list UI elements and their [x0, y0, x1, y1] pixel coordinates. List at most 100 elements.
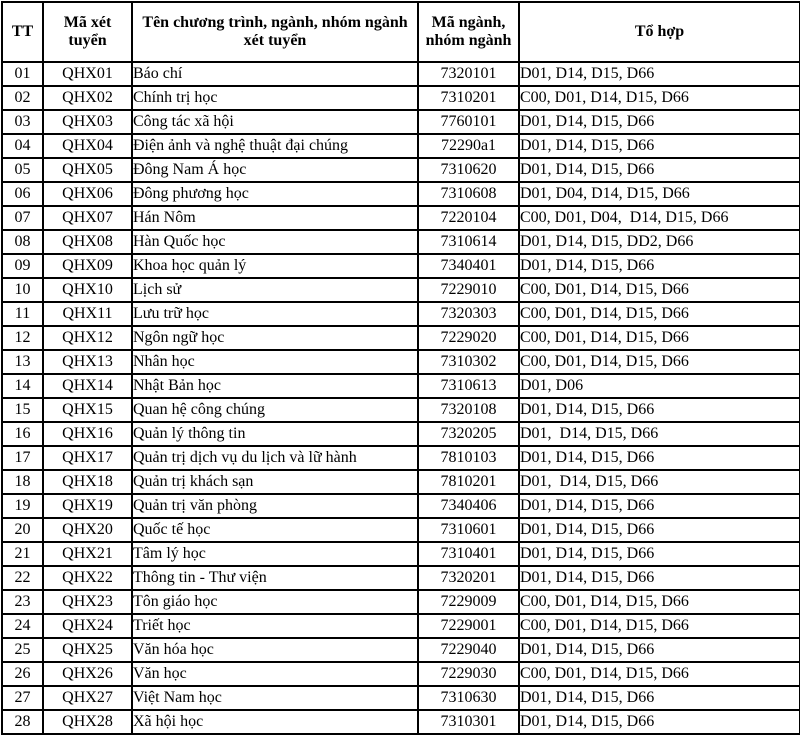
cell-ma-xet-tuyen: QHX07 — [42, 205, 133, 231]
table-row: 20 QHX20 Quốc tế học 7310601 D01, D14, D… — [1, 517, 800, 543]
table-header: TT Mã xét tuyển Tên chương trình, ngành,… — [1, 1, 800, 63]
cell-to-hop: C00, D01, D04, D14, D15, D66 — [518, 205, 800, 231]
cell-ma-xet-tuyen: QHX09 — [42, 253, 133, 279]
cell-tt: 01 — [1, 61, 44, 87]
header-ma-xet-tuyen: Mã xét tuyển — [42, 1, 133, 63]
cell-ma-nganh: 7320108 — [417, 397, 520, 423]
cell-ma-xet-tuyen: QHX20 — [42, 517, 133, 543]
cell-tt: 08 — [1, 229, 44, 255]
cell-ten-nganh: Đông Nam Á học — [131, 157, 419, 183]
cell-tt: 04 — [1, 133, 44, 159]
table-row: 05 QHX05 Đông Nam Á học 7310620 D01, D14… — [1, 157, 800, 183]
cell-ma-xet-tuyen: QHX05 — [42, 157, 133, 183]
cell-ma-xet-tuyen: QHX17 — [42, 445, 133, 471]
cell-ma-xet-tuyen: QHX12 — [42, 325, 133, 351]
cell-tt: 18 — [1, 469, 44, 495]
cell-ten-nganh: Quản lý thông tin — [131, 421, 419, 447]
cell-ma-xet-tuyen: QHX08 — [42, 229, 133, 255]
table-row: 17 QHX17 Quản trị dịch vụ du lịch và lữ … — [1, 445, 800, 471]
cell-ma-xet-tuyen: QHX22 — [42, 565, 133, 591]
cell-to-hop: C00, D01, D14, D15, D66 — [518, 589, 800, 615]
cell-to-hop: D01, D14, D15, D66 — [518, 469, 800, 495]
cell-ten-nganh: Quốc tế học — [131, 517, 419, 543]
cell-to-hop: D01, D14, D15, D66 — [518, 61, 800, 87]
cell-ten-nganh: Báo chí — [131, 61, 419, 87]
cell-to-hop: D01, D14, D15, D66 — [518, 637, 800, 663]
cell-to-hop: C00, D01, D14, D15, D66 — [518, 277, 800, 303]
cell-to-hop: D01, D14, D15, D66 — [518, 493, 800, 519]
cell-ten-nganh: Lưu trữ học — [131, 301, 419, 327]
cell-ten-nganh: Công tác xã hội — [131, 109, 419, 135]
cell-ma-nganh: 7229030 — [417, 661, 520, 687]
table-row: 21 QHX21 Tâm lý học 7310401 D01, D14, D1… — [1, 541, 800, 567]
cell-tt: 24 — [1, 613, 44, 639]
cell-to-hop: D01, D14, D15, D66 — [518, 685, 800, 711]
cell-ma-nganh: 7320201 — [417, 565, 520, 591]
cell-to-hop: C00, D01, D14, D15, D66 — [518, 301, 800, 327]
cell-to-hop: D01, D14, D15, D66 — [518, 157, 800, 183]
cell-tt: 16 — [1, 421, 44, 447]
table-row: 14 QHX14 Nhật Bản học 7310613 D01, D06 — [1, 373, 800, 399]
table-row: 16 QHX16 Quản lý thông tin 7320205 D01, … — [1, 421, 800, 447]
cell-ten-nganh: Khoa học quản lý — [131, 253, 419, 279]
cell-to-hop: D01, D14, D15, DD2, D66 — [518, 229, 800, 255]
cell-tt: 15 — [1, 397, 44, 423]
cell-ma-xet-tuyen: QHX21 — [42, 541, 133, 567]
cell-tt: 14 — [1, 373, 44, 399]
cell-ma-nganh: 7310601 — [417, 517, 520, 543]
cell-ten-nganh: Quản trị khách sạn — [131, 469, 419, 495]
cell-to-hop: D01, D14, D15, D66 — [518, 397, 800, 423]
cell-tt: 26 — [1, 661, 44, 687]
cell-ma-xet-tuyen: QHX06 — [42, 181, 133, 207]
cell-ten-nganh: Thông tin - Thư viện — [131, 565, 419, 591]
table-row: 15 QHX15 Quan hệ công chúng 7320108 D01,… — [1, 397, 800, 423]
cell-ma-xet-tuyen: QHX19 — [42, 493, 133, 519]
cell-to-hop: D01, D14, D15, D66 — [518, 253, 800, 279]
cell-tt: 11 — [1, 301, 44, 327]
cell-ma-nganh: 7310608 — [417, 181, 520, 207]
cell-ten-nganh: Ngôn ngữ học — [131, 325, 419, 351]
cell-to-hop: C00, D01, D14, D15, D66 — [518, 613, 800, 639]
cell-ma-xet-tuyen: QHX23 — [42, 589, 133, 615]
cell-ten-nganh: Xã hội học — [131, 709, 419, 735]
cell-ma-nganh: 7310302 — [417, 349, 520, 375]
table-row: 04 QHX04 Điện ảnh và nghệ thuật đại chún… — [1, 133, 800, 159]
table-row: 22 QHX22 Thông tin - Thư viện 7320201 D0… — [1, 565, 800, 591]
cell-tt: 20 — [1, 517, 44, 543]
cell-tt: 05 — [1, 157, 44, 183]
cell-ma-nganh: 7310614 — [417, 229, 520, 255]
table-row: 25 QHX25 Văn hóa học 7229040 D01, D14, D… — [1, 637, 800, 663]
cell-ten-nganh: Nhật Bản học — [131, 373, 419, 399]
cell-ma-nganh: 7340401 — [417, 253, 520, 279]
header-row: TT Mã xét tuyển Tên chương trình, ngành,… — [1, 1, 800, 63]
cell-tt: 21 — [1, 541, 44, 567]
header-to-hop: Tổ hợp — [518, 1, 800, 63]
table-row: 19 QHX19 Quản trị văn phòng 7340406 D01,… — [1, 493, 800, 519]
table-row: 07 QHX07 Hán Nôm 7220104 C00, D01, D04, … — [1, 205, 800, 231]
cell-ten-nganh: Quản trị dịch vụ du lịch và lữ hành — [131, 445, 419, 471]
cell-ma-xet-tuyen: QHX14 — [42, 373, 133, 399]
cell-to-hop: D01, D14, D15, D66 — [518, 541, 800, 567]
cell-ma-nganh: 7229020 — [417, 325, 520, 351]
cell-ma-xet-tuyen: QHX25 — [42, 637, 133, 663]
header-ten-chuong-trinh: Tên chương trình, ngành, nhóm ngành xét … — [131, 1, 419, 63]
cell-ten-nganh: Tôn giáo học — [131, 589, 419, 615]
cell-ma-nganh: 7310401 — [417, 541, 520, 567]
cell-ten-nganh: Quản trị văn phòng — [131, 493, 419, 519]
cell-ma-nganh: 7310630 — [417, 685, 520, 711]
cell-ma-nganh: 7760101 — [417, 109, 520, 135]
cell-to-hop: D01, D14, D15, D66 — [518, 709, 800, 735]
cell-ten-nganh: Chính trị học — [131, 85, 419, 111]
cell-tt: 03 — [1, 109, 44, 135]
table-row: 24 QHX24 Triết học 7229001 C00, D01, D14… — [1, 613, 800, 639]
cell-tt: 09 — [1, 253, 44, 279]
cell-ma-nganh: 7810201 — [417, 469, 520, 495]
cell-to-hop: D01, D14, D15, D66 — [518, 421, 800, 447]
cell-tt: 27 — [1, 685, 44, 711]
cell-tt: 12 — [1, 325, 44, 351]
table-row: 09 QHX09 Khoa học quản lý 7340401 D01, D… — [1, 253, 800, 279]
cell-ten-nganh: Triết học — [131, 613, 419, 639]
cell-ten-nganh: Lịch sử — [131, 277, 419, 303]
cell-ma-nganh: 7320205 — [417, 421, 520, 447]
cell-ma-xet-tuyen: QHX10 — [42, 277, 133, 303]
